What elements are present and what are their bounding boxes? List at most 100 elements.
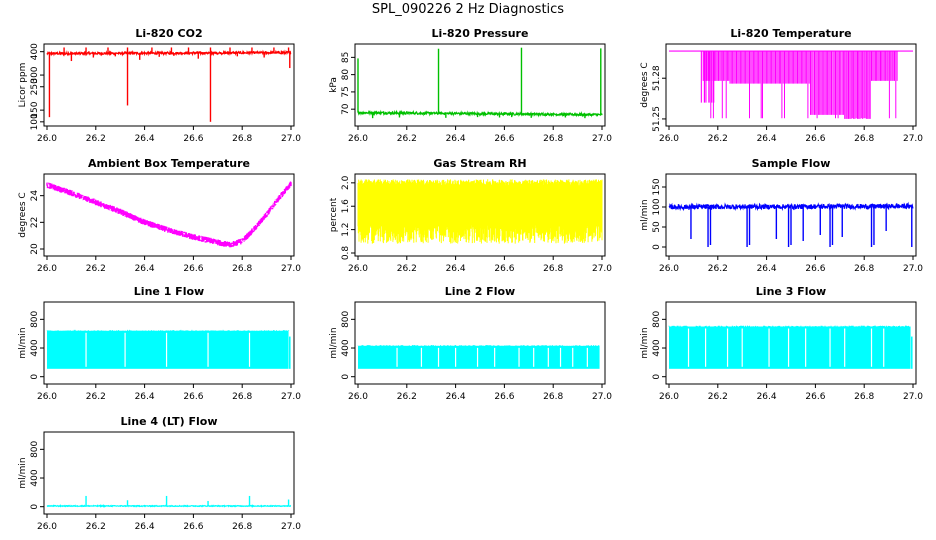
y-tick-label-pressure-0: 70: [341, 103, 351, 115]
y-tick-label-sample-2: 100: [652, 198, 662, 215]
x-tick-label-co2-1: 26.2: [86, 134, 106, 144]
x-tick-label-line4-1: 26.2: [86, 522, 106, 532]
y-tick-label-ambient-2: 24: [30, 190, 40, 202]
series-rh: [357, 179, 603, 244]
x-tick-label-rh-3: 26.6: [494, 264, 514, 274]
y-tick-label-line1-0: 0: [30, 374, 40, 380]
series-temp: [669, 50, 913, 119]
x-tick-label-pressure-0: 26.0: [348, 134, 368, 144]
x-tick-label-line4-5: 27.0: [281, 522, 301, 532]
y-axis-label-sample: ml/min: [640, 199, 650, 230]
x-tick-label-line3-2: 26.4: [757, 392, 777, 402]
x-tick-label-co2-5: 27.0: [281, 134, 301, 144]
y-tick-label-line3-2: 800: [652, 310, 662, 327]
x-axis-line2: 26.0 26.2 26.4 26.6 26.8 27.0: [348, 383, 612, 402]
x-tick-label-sample-1: 26.2: [708, 264, 728, 274]
series-line-co2: [46, 49, 292, 57]
x-tick-label-rh-1: 26.2: [397, 264, 417, 274]
x-tick-label-temp-4: 26.8: [854, 134, 874, 144]
x-tick-label-pressure-5: 27.0: [592, 134, 612, 144]
y-axis-label-pressure: kPa: [329, 77, 339, 93]
x-tick-label-line3-1: 26.2: [708, 392, 728, 402]
series-sample: [668, 201, 914, 247]
series-line-line4: [46, 504, 292, 508]
panel-title-line3: Line 3 Flow: [756, 285, 826, 298]
x-axis-pressure: 26.0 26.2 26.4 26.6 26.8 27.0: [348, 125, 612, 144]
x-tick-label-co2-2: 26.4: [135, 134, 155, 144]
y-axis-label-line1: ml/min: [18, 327, 28, 358]
x-tick-label-line3-3: 26.6: [805, 392, 825, 402]
x-tick-label-sample-0: 26.0: [659, 264, 679, 274]
x-tick-label-line4-2: 26.4: [135, 522, 155, 532]
panel-line4: Line 4 (LT) Flow 26.0 26.2 26.4 26.6 26.8 27.0…: [18, 415, 301, 532]
y-tick-label-co2-3: 300: [30, 66, 40, 83]
y-axis-ambient: 20 22 24: [30, 190, 45, 255]
x-tick-label-sample-4: 26.8: [854, 264, 874, 274]
x-tick-label-ambient-2: 26.4: [135, 264, 155, 274]
y-tick-label-rh-1: 1.2: [341, 222, 351, 236]
y-tick-label-line2-0: 0: [341, 374, 351, 380]
y-axis-label-line2: ml/min: [329, 327, 339, 358]
panel-line2: Line 2 Flow 26.0 26.2 26.4 26.6 26.8 27.0 0 400 8…: [329, 285, 612, 402]
panel-title-sample: Sample Flow: [752, 157, 831, 170]
x-tick-label-line1-2: 26.4: [135, 392, 155, 402]
y-tick-label-line3-1: 400: [652, 339, 662, 356]
x-tick-label-line3-5: 27.0: [903, 392, 923, 402]
series-co2: [46, 47, 292, 122]
x-axis-line3: 26.0 26.2 26.4 26.6 26.8 27.0: [659, 383, 923, 402]
y-tick-label-line4-2: 800: [30, 440, 40, 457]
y-axis-line1: 0 400 800: [30, 310, 45, 380]
x-tick-label-co2-3: 26.6: [183, 134, 203, 144]
panel-rh: Gas Stream RH 26.0 26.2 26.4 26.6 26.8 27.0 0.8…: [329, 157, 612, 274]
x-tick-label-line3-0: 26.0: [659, 392, 679, 402]
x-tick-label-sample-2: 26.4: [757, 264, 777, 274]
x-tick-label-line4-4: 26.8: [232, 522, 252, 532]
y-axis-sample: 0 50 100 150: [652, 178, 667, 250]
x-tick-label-line2-1: 26.2: [397, 392, 417, 402]
series-line2: [357, 345, 601, 369]
y-axis-line2: 0 400 800: [341, 310, 356, 380]
x-tick-label-line3-4: 26.8: [854, 392, 874, 402]
x-axis-sample: 26.0 26.2 26.4 26.6 26.8 27.0: [659, 255, 923, 274]
x-axis-line4: 26.0 26.2 26.4 26.6 26.8 27.0: [37, 513, 301, 532]
y-tick-label-pressure-1: 75: [341, 86, 351, 97]
x-tick-label-temp-3: 26.6: [805, 134, 825, 144]
x-tick-label-rh-2: 26.4: [446, 264, 466, 274]
x-tick-label-ambient-3: 26.6: [183, 264, 203, 274]
y-tick-label-sample-3: 150: [652, 178, 662, 195]
x-tick-label-line2-5: 27.0: [592, 392, 612, 402]
x-tick-label-pressure-4: 26.8: [543, 134, 563, 144]
y-tick-label-line2-1: 400: [341, 339, 351, 356]
x-tick-label-line2-0: 26.0: [348, 392, 368, 402]
y-tick-label-temp-0: 51.25: [652, 106, 662, 132]
x-tick-label-rh-5: 27.0: [592, 264, 612, 274]
y-tick-label-line1-2: 800: [30, 310, 40, 327]
x-tick-label-ambient-0: 26.0: [37, 264, 57, 274]
x-tick-label-temp-2: 26.4: [757, 134, 777, 144]
y-axis-line3: 0 400 800: [652, 310, 667, 380]
y-axis-rh: 0.8 1.2 1.6 2.0: [341, 175, 356, 260]
x-axis-temp: 26.0 26.2 26.4 26.6 26.8 27.0: [659, 125, 923, 144]
x-tick-label-pressure-3: 26.6: [494, 134, 514, 144]
panel-title-co2: Li-820 CO2: [135, 27, 202, 40]
series-block-line3: [669, 326, 911, 369]
y-axis-label-co2: Licor ppm: [18, 63, 28, 108]
temp-drops-temp: [700, 51, 715, 103]
x-tick-label-line1-1: 26.2: [86, 392, 106, 402]
panel-title-temp: Li-820 Temperature: [730, 27, 851, 40]
x-tick-label-temp-5: 27.0: [903, 134, 923, 144]
y-axis-label-ambient: degrees C: [18, 192, 28, 237]
y-axis-pressure: 70 75 80 85: [341, 52, 356, 115]
temp-band-temp-4: [871, 51, 898, 119]
series-block-line2: [358, 345, 600, 369]
series-line-pressure: [357, 109, 603, 118]
x-tick-label-line1-4: 26.8: [232, 392, 252, 402]
panel-line1: Line 1 Flow 26.0 26.2 26.4 26.6 26.8 27.0 0 400 8…: [18, 285, 301, 402]
y-tick-label-rh-2: 1.6: [341, 199, 351, 214]
y-axis-label-rh: percent: [329, 197, 339, 232]
x-tick-label-line1-5: 27.0: [281, 392, 301, 402]
y-tick-label-ambient-0: 20: [30, 243, 40, 255]
